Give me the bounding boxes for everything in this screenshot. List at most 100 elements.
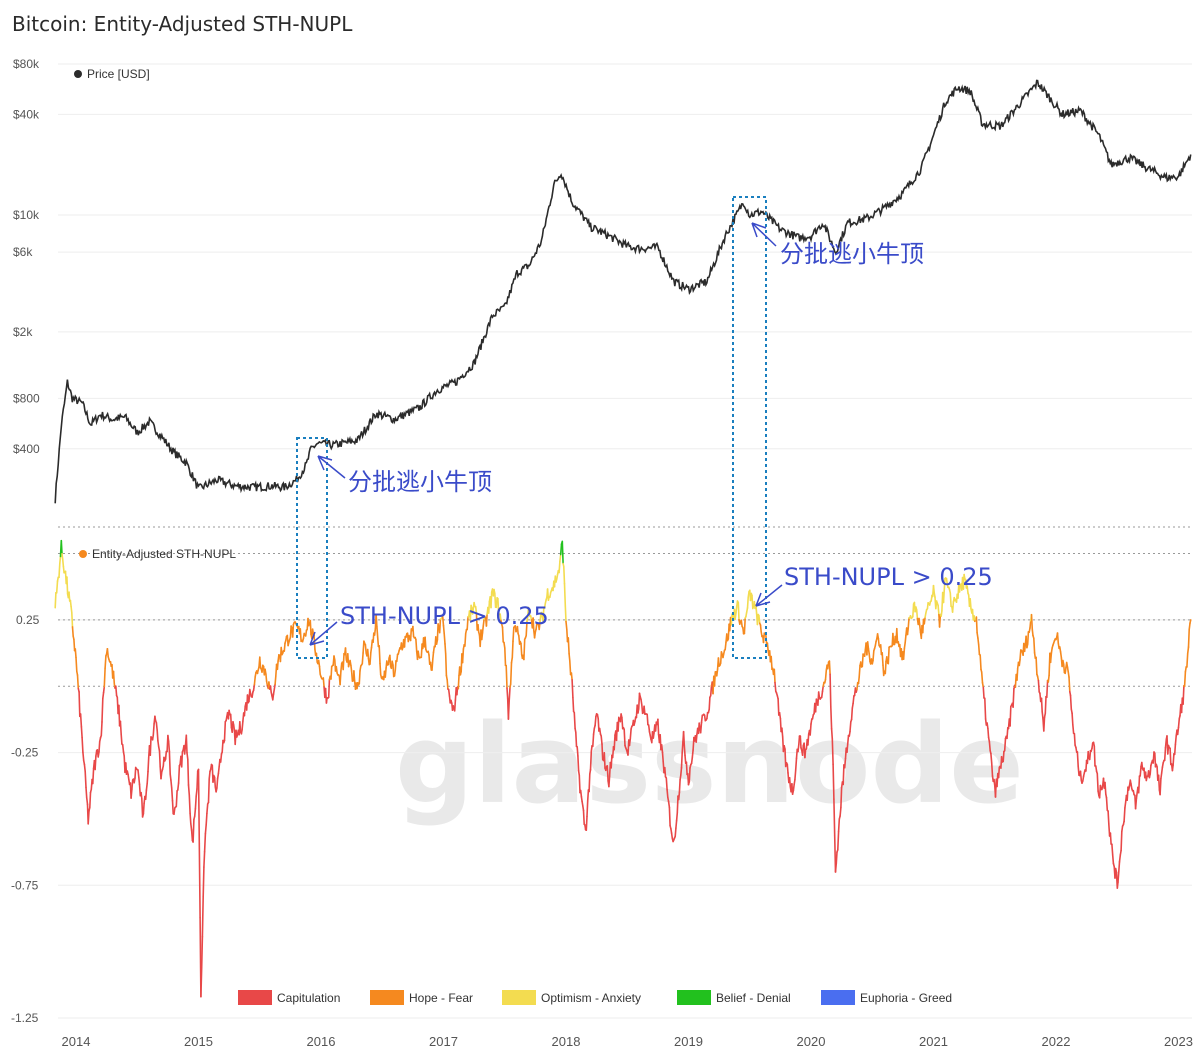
nupl-segment <box>273 683 276 691</box>
nupl-segment <box>857 676 861 685</box>
nupl-segment <box>621 716 624 730</box>
nupl-segment <box>826 661 830 670</box>
nupl-segment <box>523 638 526 661</box>
nupl-segment <box>112 670 116 685</box>
nupl-segment <box>1043 716 1046 732</box>
nupl-segment <box>866 641 870 650</box>
nupl-segment <box>447 688 451 697</box>
nupl-segment <box>121 743 125 753</box>
nupl-segment <box>683 744 686 757</box>
nupl-segment <box>762 632 766 644</box>
nupl-segment <box>1049 652 1053 664</box>
nupl-tick-label: -0.75 <box>11 878 39 892</box>
nupl-segment <box>61 552 64 561</box>
nupl-segment <box>269 685 273 694</box>
nupl-segment <box>1137 775 1141 794</box>
nupl-segment <box>1006 726 1009 740</box>
nupl-segment <box>982 686 985 699</box>
nupl-segment <box>591 733 595 748</box>
nupl-segment <box>682 730 686 747</box>
nupl-segment <box>101 697 104 723</box>
nupl-segment <box>202 866 205 898</box>
nupl-segment <box>1071 712 1074 726</box>
nupl-segment <box>327 678 331 699</box>
nupl-segment <box>1163 746 1167 762</box>
nupl-segment <box>1077 765 1080 777</box>
nupl-segment <box>610 754 613 769</box>
nupl-segment <box>660 744 664 754</box>
nupl-segment <box>623 728 626 747</box>
nupl-segment <box>792 783 796 792</box>
watermark: glassnode <box>395 700 1024 828</box>
nupl-segment <box>690 756 694 765</box>
nupl-segment <box>140 791 143 800</box>
nupl-segment <box>431 651 435 661</box>
nupl-segment <box>586 789 590 802</box>
nupl-segment <box>640 703 644 715</box>
nupl-segment <box>317 659 321 668</box>
nupl-segment <box>1073 732 1076 747</box>
nupl-segment <box>393 669 397 677</box>
nupl-segment <box>1009 705 1012 727</box>
nupl-segment <box>1062 663 1066 674</box>
nupl-segment <box>409 628 413 642</box>
nupl-segment <box>68 591 71 602</box>
nupl-segment <box>585 815 588 832</box>
nupl-segment <box>200 935 204 968</box>
nupl-segment <box>508 686 511 702</box>
nupl-segment <box>1026 631 1030 645</box>
nupl-segment <box>680 751 684 769</box>
nupl-segment <box>1111 843 1114 856</box>
nupl-segment <box>325 696 328 704</box>
nupl-segment <box>155 721 158 732</box>
nupl-segment <box>571 678 574 699</box>
nupl-segment <box>559 553 562 563</box>
nupl-segment <box>369 651 372 665</box>
nupl-segment <box>461 648 465 664</box>
nupl-segment <box>1149 764 1152 775</box>
nupl-segment <box>833 798 836 837</box>
legend-swatch <box>370 990 404 1005</box>
nupl-segment <box>1019 649 1022 661</box>
nupl-segment <box>698 722 701 730</box>
nupl-segment <box>119 720 122 736</box>
nupl-segment <box>1059 646 1062 653</box>
nupl-segment <box>976 631 979 639</box>
nupl-segment <box>700 714 704 724</box>
nupl-segment <box>665 777 668 791</box>
nupl-segment <box>836 830 840 851</box>
x-tick-label: 2015 <box>184 1034 213 1049</box>
nupl-segment <box>149 736 152 757</box>
nupl-segment <box>940 610 943 617</box>
nupl-segment <box>678 778 681 794</box>
nupl-segment <box>1141 761 1144 770</box>
nupl-segment <box>497 597 500 615</box>
nupl-segment <box>629 728 632 740</box>
nupl-segment <box>432 645 436 654</box>
price-line <box>54 79 1192 504</box>
nupl-segment <box>168 750 171 775</box>
nupl-segment <box>877 637 880 647</box>
nupl-segment <box>444 643 447 655</box>
nupl-segment <box>167 734 170 743</box>
nupl-segment <box>102 691 105 700</box>
nupl-segment <box>205 812 208 826</box>
nupl-segment <box>264 668 267 675</box>
nupl-segment <box>1172 753 1175 767</box>
nupl-segment <box>834 862 838 873</box>
nupl-segment <box>979 654 982 671</box>
nupl-segment <box>438 618 442 634</box>
annotation-nupl-2: STH-NUPL > 0.25 <box>784 563 993 591</box>
nupl-segment <box>453 699 457 712</box>
price-grid: $80k $40k $10k $6k $2k $800 $400 <box>13 57 1192 456</box>
nupl-segment <box>558 560 561 574</box>
nupl-segment <box>708 696 711 711</box>
price-tick-label: $40k <box>13 107 40 121</box>
nupl-segment <box>799 735 802 749</box>
nupl-segment <box>197 768 201 845</box>
nupl-segment <box>1041 711 1044 720</box>
nupl-segment <box>837 818 841 833</box>
nupl-segment <box>1068 676 1071 693</box>
nupl-segment <box>1109 832 1112 845</box>
